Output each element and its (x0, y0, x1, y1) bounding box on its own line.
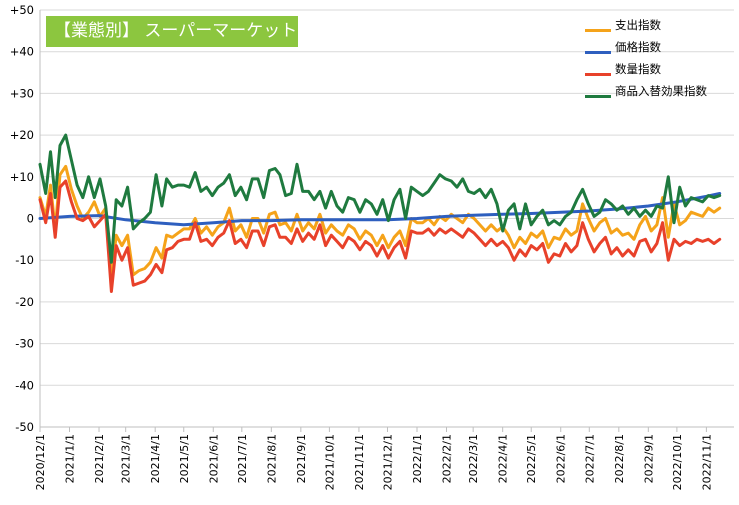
x-tick-label: 2022/8/1 (613, 434, 626, 483)
y-tick-label: +20 (10, 128, 34, 142)
x-tick-label: 2021/12/1 (381, 434, 394, 490)
y-tick-label: 0 (27, 212, 34, 226)
x-tick-label: 2021/10/1 (323, 434, 336, 490)
x-tick-label: 2022/3/1 (467, 434, 480, 483)
x-tick-label: 2022/1/1 (411, 434, 424, 483)
x-tick-label: 2021/4/1 (149, 434, 162, 483)
x-tick-label: 2022/5/1 (525, 434, 538, 483)
y-tick-label: -30 (15, 337, 34, 351)
x-tick-label: 2021/11/1 (353, 434, 366, 490)
x-tick-label: 2022/4/1 (497, 434, 510, 483)
series-line (38, 179, 722, 293)
series-lines (38, 133, 722, 293)
y-tick-label: -40 (15, 378, 34, 392)
x-tick-label: 2021/1/1 (64, 434, 77, 483)
x-tick-label: 2021/6/1 (207, 434, 220, 483)
legend-swatch (585, 51, 611, 54)
x-tick-label: 2022/2/1 (440, 434, 453, 483)
y-tick-label: -10 (15, 253, 34, 267)
x-tick-label: 2022/6/1 (555, 434, 568, 483)
x-tick-label: 2022/11/1 (700, 434, 713, 490)
x-tick-label: 2021/9/1 (295, 434, 308, 483)
y-tick-label: +50 (10, 3, 34, 17)
y-tick-label: -20 (15, 295, 34, 309)
x-tick-label: 2021/2/1 (93, 434, 106, 483)
legend-label: 価格指数 (615, 40, 661, 54)
chart-title-badge: 【業態別】 スーパーマーケット (46, 16, 298, 47)
x-tick-label: 2022/10/1 (671, 434, 684, 490)
x-tick-label: 2022/9/1 (642, 434, 655, 483)
x-tick-label: 2022/7/1 (583, 434, 596, 483)
legend-label: 商品入替効果指数 (615, 84, 707, 98)
x-tick-label: 2021/7/1 (236, 434, 249, 483)
x-tick-label: 2021/8/1 (265, 434, 278, 483)
y-tick-label: +40 (10, 45, 34, 59)
legend-label: 支出指数 (615, 18, 661, 32)
series-line (38, 164, 722, 281)
legend-swatch (585, 73, 611, 76)
y-axis-tick-labels: +50 +40 +30 +20 +10 0 -10 -20 -30 -40 -50 (10, 3, 34, 434)
legend-swatch (585, 29, 611, 32)
x-tick-label: 2020/12/1 (34, 434, 47, 490)
legend-label: 数量指数 (615, 62, 661, 76)
series-line (38, 133, 722, 264)
x-axis-tick-labels: 2020/12/1 2021/1/1 2021/2/1 2021/3/1 2021/4/… (34, 434, 713, 490)
x-tick-label: 2021/5/1 (178, 434, 191, 483)
y-tick-label: +10 (10, 170, 34, 184)
x-tick-label: 2021/3/1 (120, 434, 133, 483)
legend-swatch (585, 95, 611, 98)
y-tick-label: -50 (15, 420, 34, 434)
y-tick-label: +30 (10, 86, 34, 100)
